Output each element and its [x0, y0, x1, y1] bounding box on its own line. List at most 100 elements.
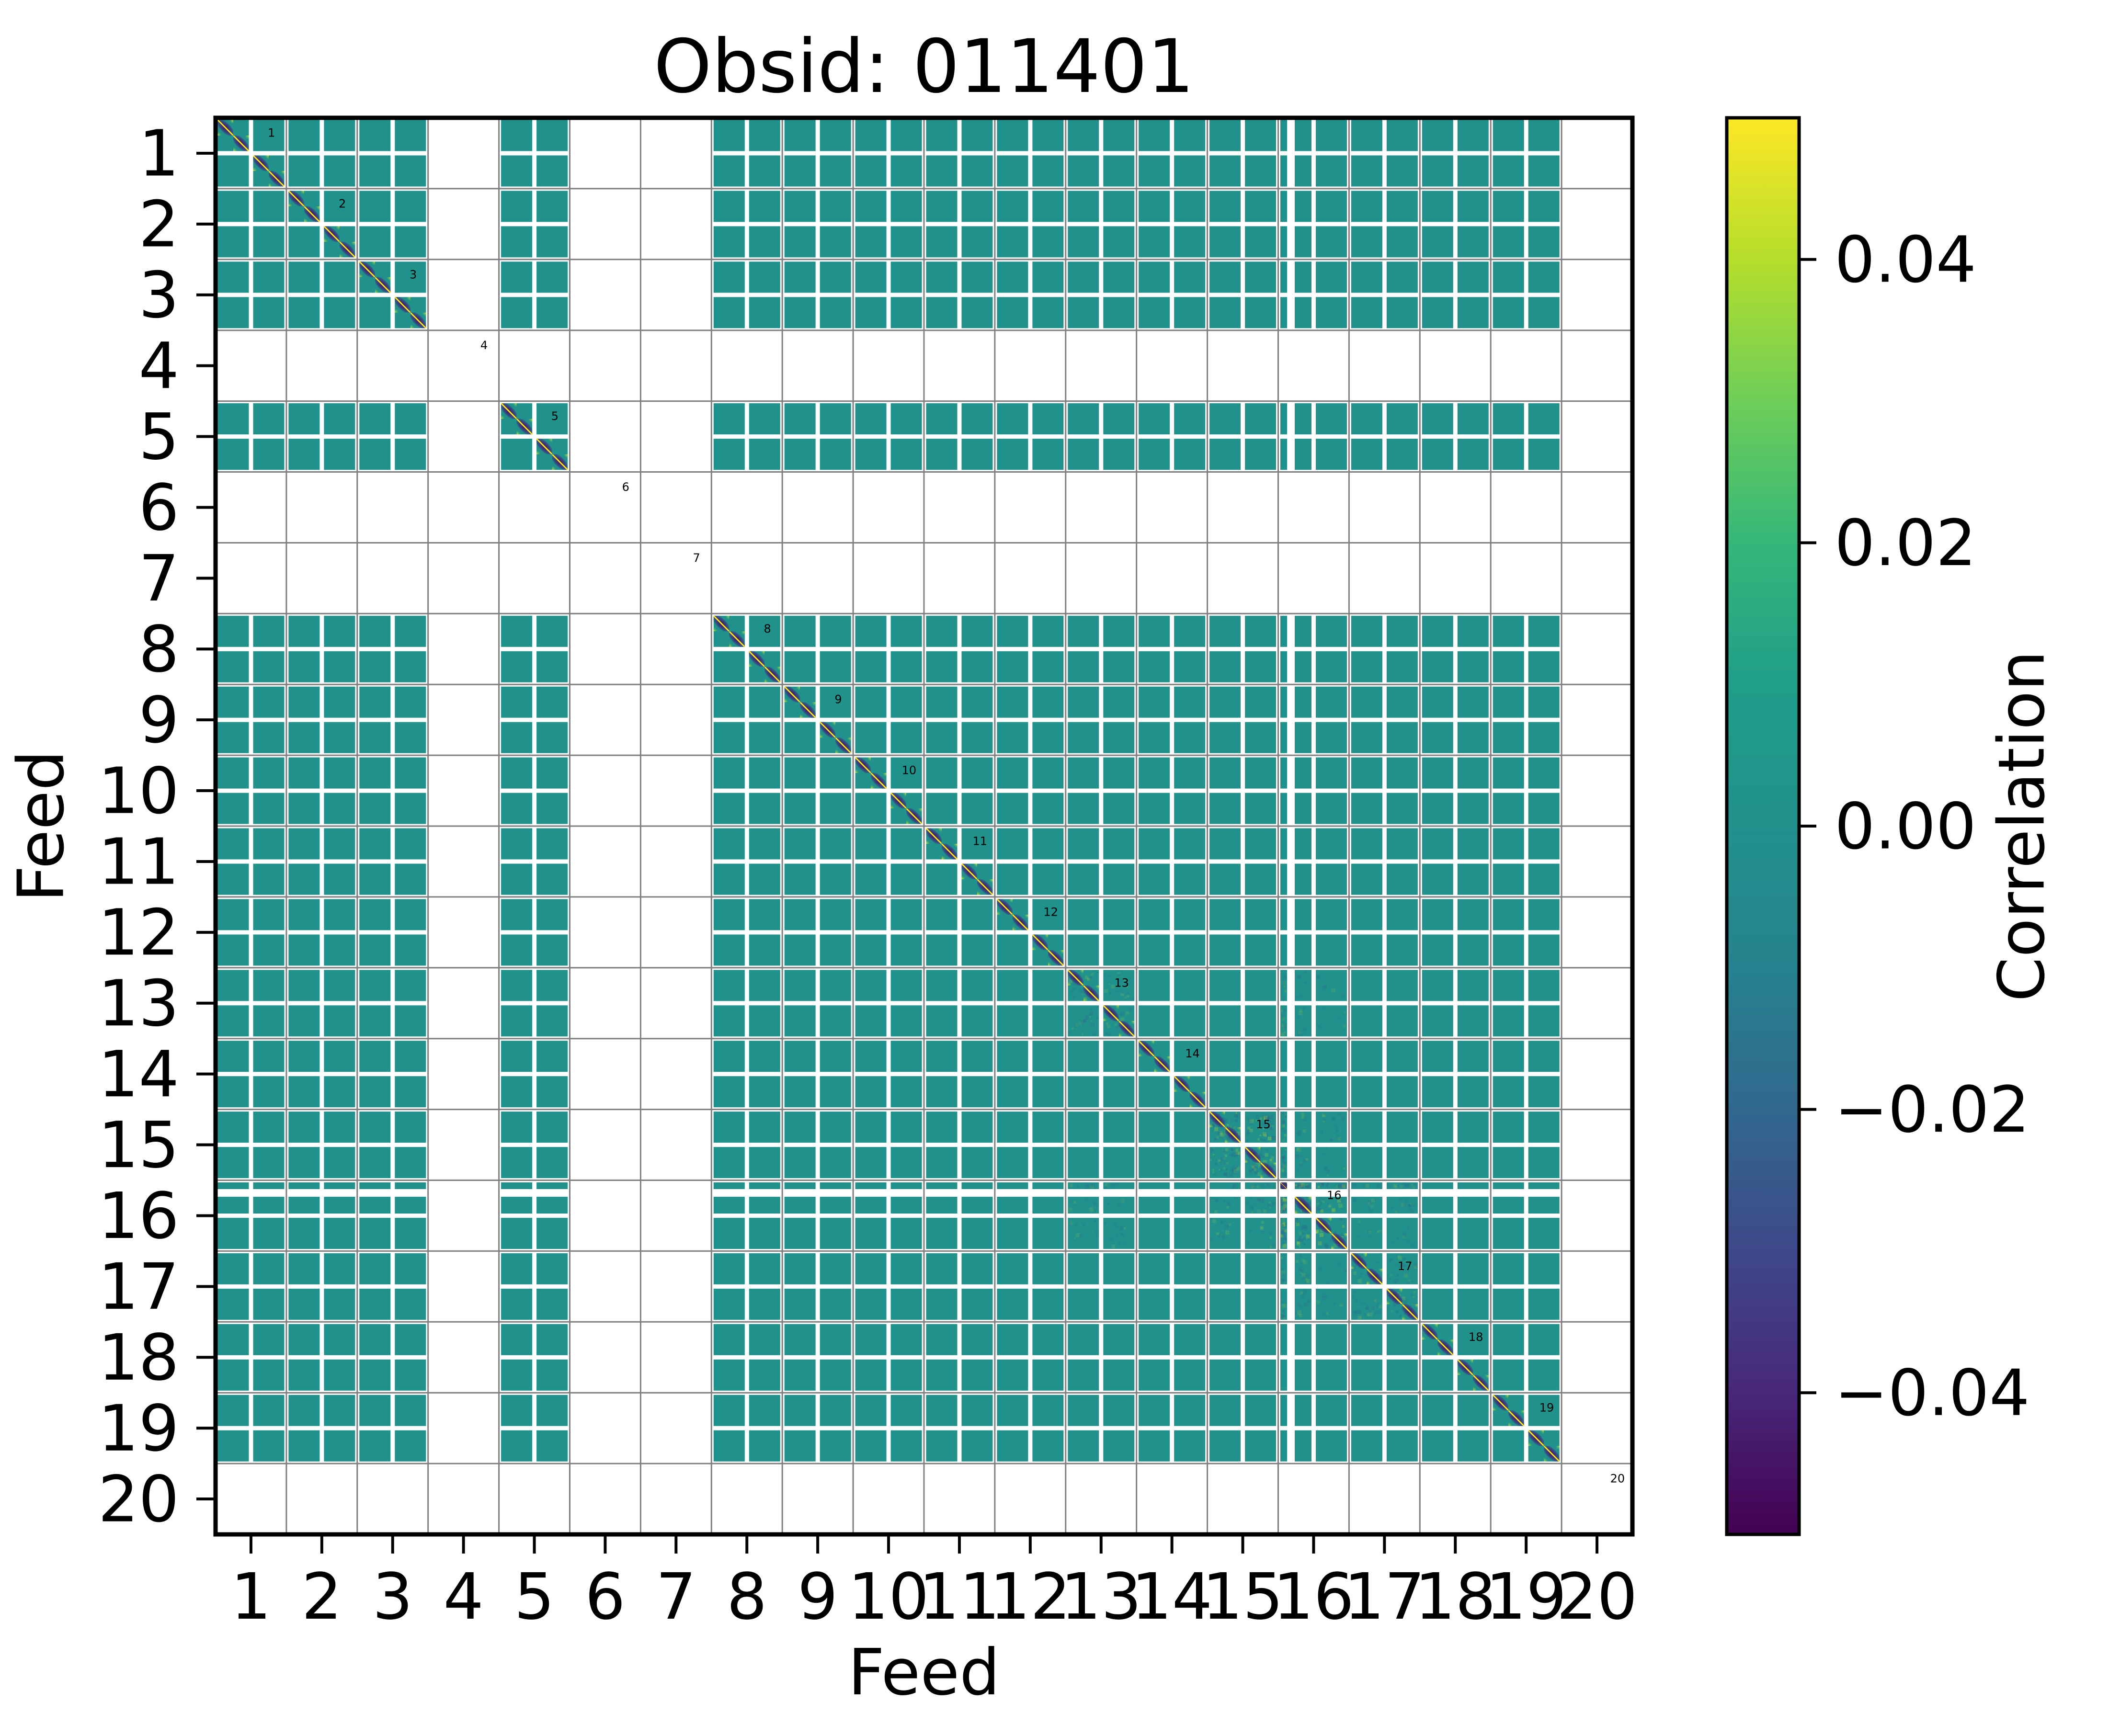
noise-speck	[1401, 1307, 1403, 1310]
heatmap-subblock	[395, 226, 426, 258]
heatmap-subblock	[1295, 1288, 1311, 1320]
heatmap-subblock	[253, 1253, 285, 1284]
noise-speck	[1284, 1229, 1287, 1233]
noise-speck	[1303, 1290, 1307, 1294]
heatmap-subblock	[1295, 403, 1311, 435]
noise-speck	[1214, 1137, 1217, 1141]
noise-speck	[1236, 1166, 1240, 1171]
heatmap-subblock	[1295, 793, 1311, 824]
noise-speck	[1298, 1291, 1301, 1293]
noise-speck	[1316, 1300, 1320, 1304]
noise-speck	[1367, 1201, 1371, 1205]
noise-speck	[1325, 1245, 1329, 1249]
noise-speck	[1220, 1130, 1223, 1134]
noise-speck	[1300, 1272, 1302, 1274]
noise-speck	[1326, 1174, 1328, 1177]
noise-speck	[1271, 1156, 1274, 1159]
noise-speck	[1372, 1183, 1374, 1185]
x-tick-label: 15	[1202, 1560, 1283, 1634]
heatmap-subblock	[501, 934, 533, 966]
heatmap-subblock	[926, 757, 958, 789]
x-tick-label: 9	[798, 1560, 838, 1634]
noise-speck	[1069, 1183, 1073, 1187]
noise-speck	[1212, 1169, 1215, 1171]
heatmap-subblock	[395, 793, 426, 824]
heatmap-subblock	[961, 191, 993, 222]
heatmap-subblock	[890, 1112, 922, 1143]
heatmap-subblock	[501, 1324, 533, 1355]
diagonal-feed-number: 1	[268, 126, 275, 140]
noise-speck	[1282, 979, 1286, 983]
heatmap-subblock	[1103, 439, 1135, 470]
noise-speck	[1367, 1230, 1371, 1234]
heatmap-subblock	[1068, 297, 1099, 329]
heatmap-subblock	[784, 793, 816, 824]
y-tick-label: 18	[98, 1321, 179, 1395]
noise-speck	[1280, 1158, 1283, 1161]
heatmap-subblock	[749, 1218, 780, 1249]
heatmap-subblock	[1351, 1041, 1382, 1072]
heatmap-subblock	[1068, 757, 1099, 789]
heatmap-subblock	[961, 970, 993, 1001]
heatmap-subblock	[1280, 863, 1287, 895]
noise-speck	[1220, 1221, 1224, 1225]
heatmap-subblock	[1280, 899, 1287, 930]
noise-speck	[1248, 1228, 1251, 1232]
heatmap-subblock	[1386, 828, 1418, 860]
heatmap-subblock	[395, 1253, 426, 1284]
noise-speck	[1368, 1312, 1373, 1316]
heatmap-subblock	[1068, 828, 1099, 860]
heatmap-subblock	[1528, 155, 1560, 187]
noise-speck	[1268, 1202, 1271, 1204]
heatmap-subblock	[997, 686, 1028, 718]
noise-speck	[1368, 1230, 1371, 1234]
x-tick-label: 4	[443, 1560, 484, 1634]
noise-speck	[1117, 1203, 1121, 1207]
heatmap-subblock	[359, 1324, 391, 1355]
noise-speck	[1281, 1198, 1286, 1202]
noise-speck	[1127, 991, 1129, 994]
heatmap-subblock	[784, 615, 816, 647]
heatmap-subblock	[1528, 1182, 1560, 1189]
heatmap-subblock	[1068, 1041, 1099, 1072]
heatmap-subblock	[1316, 828, 1347, 860]
noise-speck	[1299, 1246, 1301, 1248]
heatmap-subblock	[501, 1112, 533, 1143]
noise-speck	[1120, 1017, 1125, 1021]
noise-speck	[1263, 1160, 1267, 1165]
heatmap-subblock	[501, 155, 533, 187]
heatmap-subblock	[1351, 403, 1382, 435]
heatmap-subblock	[1457, 1395, 1489, 1426]
noise-speck	[1319, 1130, 1323, 1134]
heatmap-subblock	[324, 934, 355, 966]
noise-speck	[1282, 1224, 1287, 1228]
noise-speck	[1236, 1154, 1239, 1157]
heatmap-subblock	[1351, 297, 1382, 329]
heatmap-subblock	[359, 403, 391, 435]
noise-speck	[1234, 1167, 1237, 1170]
noise-speck	[1404, 1182, 1409, 1187]
heatmap-subblock	[324, 615, 355, 647]
heatmap-subblock	[1245, 1253, 1277, 1284]
diagonal-feed-number: 2	[339, 197, 346, 210]
heatmap-subblock	[820, 1359, 851, 1391]
heatmap-subblock	[1209, 722, 1241, 753]
heatmap-subblock	[1245, 297, 1277, 329]
noise-speck	[1231, 1185, 1235, 1189]
heatmap-subblock	[324, 297, 355, 329]
heatmap-subblock	[784, 828, 816, 860]
noise-speck	[1229, 1223, 1231, 1226]
noise-speck	[1271, 1221, 1274, 1224]
noise-speck	[1301, 1184, 1305, 1188]
heatmap-subblock	[536, 191, 568, 222]
noise-speck	[1256, 1198, 1261, 1202]
noise-speck	[1091, 1183, 1095, 1188]
heatmap-subblock	[1316, 793, 1347, 824]
heatmap-subblock	[890, 722, 922, 753]
noise-speck	[1411, 1280, 1414, 1282]
heatmap-subblock	[288, 828, 320, 860]
diagonal-feed-number: 20	[1610, 1472, 1625, 1486]
noise-speck	[1251, 1211, 1254, 1213]
noise-speck	[1120, 1013, 1122, 1016]
heatmap-subblock	[997, 1147, 1028, 1179]
